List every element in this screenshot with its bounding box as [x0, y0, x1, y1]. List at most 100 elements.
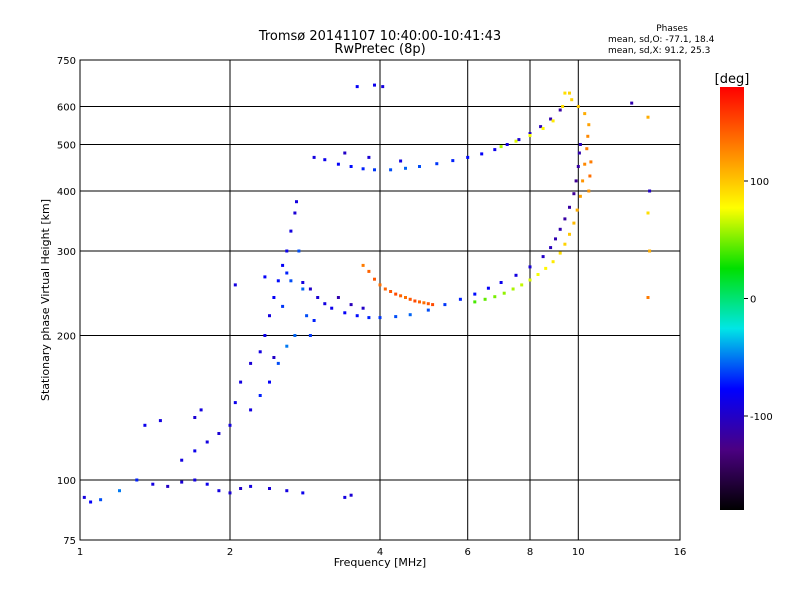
data-point [528, 132, 532, 136]
data-point [563, 217, 567, 221]
data-point [166, 484, 170, 488]
data-point [541, 255, 545, 259]
data-point [541, 127, 545, 130]
data-point [558, 227, 562, 231]
data-point [389, 168, 393, 172]
data-point [587, 123, 591, 127]
data-point [404, 296, 407, 299]
data-point [180, 458, 184, 462]
data-point [349, 303, 353, 307]
y-axis-label: Stationary phase Virtual Height [km] [39, 199, 52, 401]
grid [80, 60, 680, 540]
y-tick-label: 400 [57, 187, 76, 198]
data-point [217, 489, 221, 493]
data-point [293, 334, 297, 337]
data-point [499, 145, 503, 149]
data-point [285, 489, 289, 493]
data-point [577, 151, 581, 155]
data-point [297, 249, 301, 253]
data-point [281, 304, 285, 308]
data-point [239, 487, 243, 490]
data-point [572, 221, 576, 225]
plot-frame [79, 59, 681, 541]
data-point [285, 249, 289, 253]
y-tick-label: 300 [57, 247, 76, 258]
data-point [549, 246, 553, 250]
data-point [249, 408, 253, 412]
data-point [373, 168, 376, 172]
data-point [466, 155, 470, 159]
data-point [249, 484, 253, 488]
data-point [493, 148, 497, 152]
data-point [646, 296, 650, 299]
data-point [249, 361, 253, 365]
data-point [435, 162, 439, 166]
data-point [378, 316, 382, 320]
y-tick-label: 500 [57, 141, 76, 152]
data-point [295, 200, 298, 204]
data-point [480, 152, 484, 156]
data-point [511, 287, 515, 291]
data-points [82, 83, 652, 504]
data-point [135, 478, 139, 482]
data-point [349, 165, 353, 168]
data-point [268, 380, 271, 384]
data-point [285, 344, 289, 348]
data-point [367, 269, 371, 273]
data-point [554, 237, 557, 241]
data-point [499, 281, 503, 284]
data-point [268, 314, 271, 318]
data-point [418, 300, 421, 304]
data-point [404, 166, 407, 170]
data-point [272, 356, 276, 359]
data-point [99, 498, 103, 502]
data-point [568, 232, 571, 236]
y-tick-label: 200 [57, 332, 76, 343]
x-tick-label: 2 [227, 547, 233, 558]
data-point [355, 314, 359, 318]
data-point [426, 302, 430, 306]
data-point [413, 299, 417, 303]
data-point [217, 432, 221, 435]
data-point [399, 294, 403, 298]
data-point [422, 301, 426, 305]
data-point [118, 489, 121, 493]
data-point [381, 85, 385, 89]
data-point [583, 162, 587, 166]
data-point [389, 290, 393, 293]
data-point [443, 303, 447, 307]
data-point [558, 251, 562, 255]
data-point [205, 482, 209, 486]
colorbar-tick-label: -100 [750, 412, 773, 423]
data-point [458, 297, 462, 301]
data-point [539, 125, 543, 129]
data-point [281, 263, 285, 267]
data-point [517, 138, 521, 142]
data-point [588, 174, 592, 178]
data-point [323, 302, 327, 306]
colorbar-label: [deg] [715, 72, 750, 87]
y-tick-label: 750 [57, 56, 76, 67]
data-point [581, 179, 585, 183]
data-point [276, 361, 280, 365]
colorbar-tick-label: 100 [750, 177, 769, 188]
data-point [305, 314, 309, 318]
data-point [205, 440, 209, 444]
data-point [551, 119, 555, 123]
data-point [473, 292, 477, 296]
data-point [336, 296, 340, 299]
data-point [544, 266, 548, 270]
data-point [431, 303, 435, 307]
data-point [258, 350, 262, 354]
data-point [143, 423, 147, 427]
data-point [646, 115, 650, 119]
data-point [336, 162, 340, 166]
data-point [586, 134, 590, 138]
data-point [343, 495, 347, 499]
data-point [630, 101, 634, 105]
data-point [82, 495, 86, 499]
data-point [408, 297, 412, 301]
data-point [308, 287, 312, 291]
data-point [568, 91, 571, 95]
